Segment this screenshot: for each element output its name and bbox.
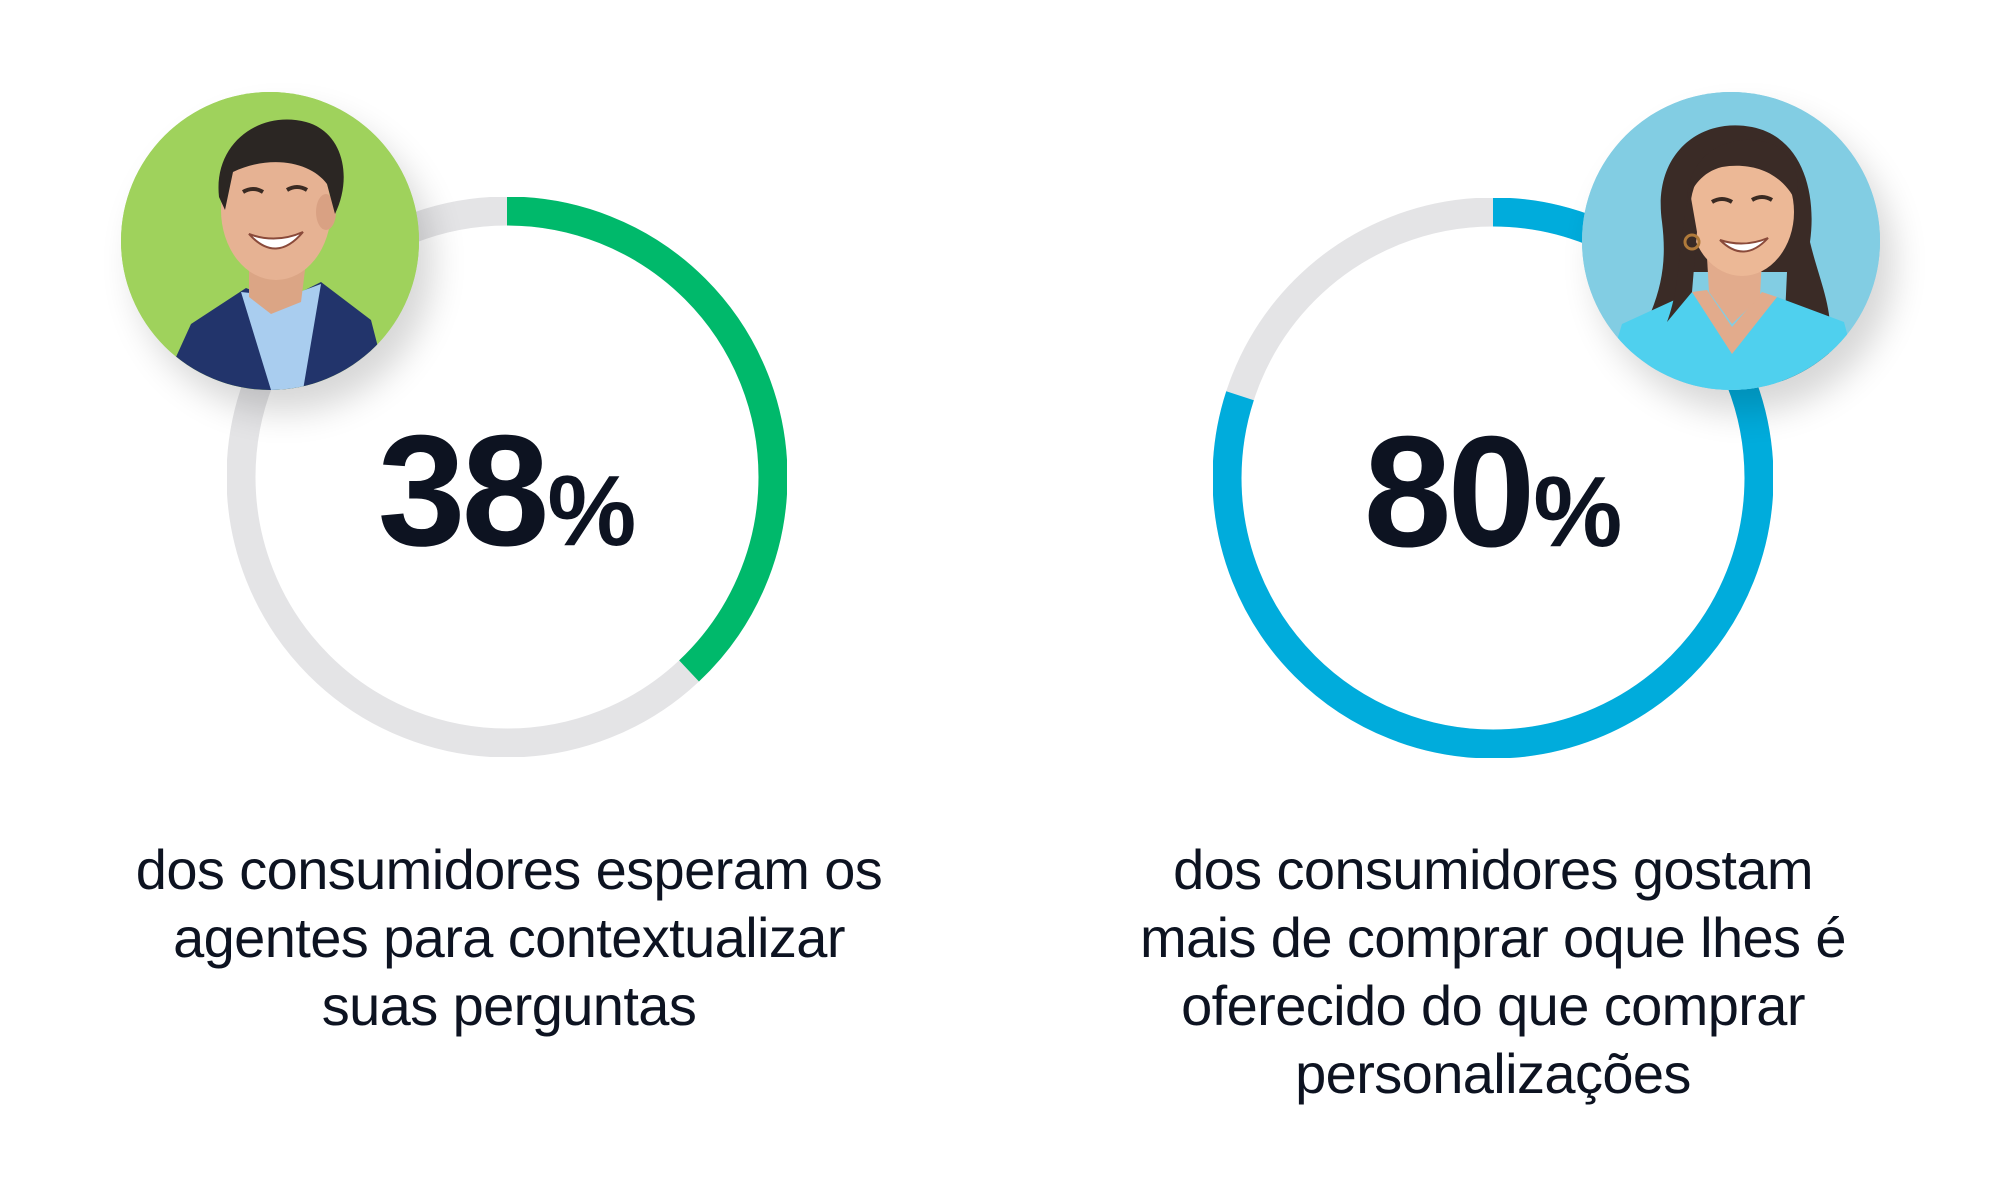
percent-sign: %: [547, 455, 637, 567]
stat-card-38: 38% dos consumidores esperam os agent: [59, 92, 959, 1040]
stat-value: 38%: [227, 412, 787, 570]
progress-ring-38: 38%: [227, 197, 787, 757]
caption-line: dos consumidores gostam: [1173, 838, 1813, 901]
stat-card-80: 80% dos consumidores gostam: [1000, 0, 2000, 1200]
percent-sign: %: [1533, 456, 1623, 568]
man-portrait-icon: [121, 92, 419, 390]
progress-ring-80: 80%: [1213, 198, 1773, 758]
caption-line: dos consumidores esperam os: [135, 838, 883, 901]
caption-line: personalizações: [1295, 1042, 1691, 1105]
avatar-woman: [1582, 92, 1880, 390]
stat-value: 80%: [1213, 413, 1773, 571]
caption-line: mais de comprar oque lhes é: [1140, 906, 1847, 969]
stat-number: 80: [1363, 404, 1536, 580]
caption-line: oferecido do que comprar: [1181, 974, 1805, 1037]
woman-portrait-icon: [1582, 92, 1880, 390]
caption-line: agentes para contextualizar: [173, 906, 845, 969]
avatar-man: [121, 92, 419, 390]
stat-caption: dos consumidores esperam os agentes para…: [59, 836, 959, 1040]
stat-caption: dos consumidores gostam mais de comprar …: [1043, 836, 1943, 1108]
stat-number: 38: [377, 403, 550, 579]
caption-line: suas perguntas: [321, 974, 697, 1037]
